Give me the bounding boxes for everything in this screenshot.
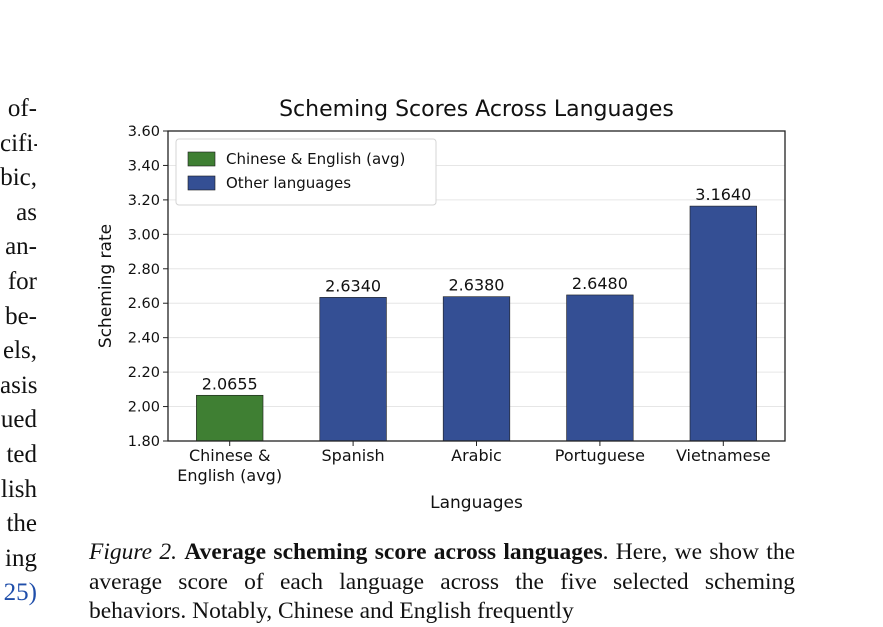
y-tick-label: 2.40 bbox=[128, 331, 160, 347]
left-column-line: 25) bbox=[3, 579, 37, 607]
left-column-line: the bbox=[6, 510, 37, 538]
bar bbox=[442, 296, 511, 442]
x-tick-label: Spanish bbox=[322, 446, 385, 465]
bar bbox=[566, 294, 634, 442]
legend-swatch bbox=[187, 175, 216, 191]
figure-title: Average scheming score across languages bbox=[184, 539, 603, 565]
y-tick-label: 2.60 bbox=[128, 296, 160, 312]
left-column-line: be- bbox=[5, 302, 37, 330]
legend-label: Chinese & English (avg) bbox=[226, 150, 405, 168]
left-column-line: els, bbox=[2, 337, 37, 365]
x-tick-label: English (avg) bbox=[177, 466, 282, 485]
bar-value-label: 2.6380 bbox=[449, 276, 505, 295]
y-tick-label: 3.60 bbox=[128, 124, 160, 140]
y-tick-label: 2.20 bbox=[128, 365, 160, 381]
figure-caption: Figure 2. Average scheming score across … bbox=[89, 538, 795, 627]
legend-label: Other languages bbox=[226, 174, 351, 192]
left-column-text: of-cifi-bic, as an-for be-els, asis ued ted lis… bbox=[0, 92, 37, 611]
left-column-line: ued bbox=[0, 406, 37, 434]
bar-value-label: 2.6340 bbox=[325, 276, 381, 295]
left-column-line: ing bbox=[5, 544, 37, 572]
y-tick-label: 3.20 bbox=[128, 193, 160, 209]
left-column-line: an- bbox=[5, 233, 37, 261]
left-column-line: as bbox=[16, 198, 37, 226]
x-tick-label: Chinese & bbox=[189, 446, 270, 465]
y-tick-label: 3.00 bbox=[128, 227, 160, 243]
bar bbox=[319, 297, 387, 442]
chart-svg: Scheming Scores Across Languages 1.80 2.00… bbox=[96, 97, 786, 513]
left-column-line: cifi- bbox=[0, 129, 37, 157]
left-column-line: ted bbox=[6, 440, 37, 468]
x-axis-label: Languages bbox=[430, 493, 523, 513]
plot-frame bbox=[167, 130, 786, 442]
y-axis-label: Scheming rate bbox=[96, 224, 116, 348]
bar-value-label: 2.0655 bbox=[202, 374, 258, 393]
chart-title: Scheming Scores Across Languages bbox=[279, 97, 674, 122]
y-tick-label: 2.80 bbox=[128, 262, 160, 278]
left-column-line: for bbox=[7, 267, 37, 295]
bar bbox=[196, 394, 264, 442]
left-column-line: of- bbox=[7, 95, 37, 122]
scheming-bar-chart: Scheming Scores Across Languages 1.80 2.00… bbox=[85, 88, 805, 518]
x-tick-label: Portuguese bbox=[555, 446, 645, 465]
legend-swatch bbox=[187, 151, 216, 167]
x-tick-label: Vietnamese bbox=[676, 446, 771, 465]
left-column-line: bic, bbox=[0, 164, 37, 192]
bar bbox=[689, 205, 757, 442]
left-column-line: lish bbox=[0, 475, 37, 503]
left-column-line: asis bbox=[0, 371, 37, 399]
bar-value-label: 2.6480 bbox=[572, 274, 628, 293]
bar-value-label: 3.1640 bbox=[695, 185, 751, 204]
y-tick-label: 3.40 bbox=[128, 158, 160, 174]
x-tick-label: Arabic bbox=[451, 446, 502, 465]
figure-label: Figure 2. bbox=[89, 539, 178, 565]
y-tick-label: 2.00 bbox=[128, 400, 160, 416]
y-tick-label: 1.80 bbox=[128, 434, 160, 450]
legend-box bbox=[175, 138, 437, 206]
